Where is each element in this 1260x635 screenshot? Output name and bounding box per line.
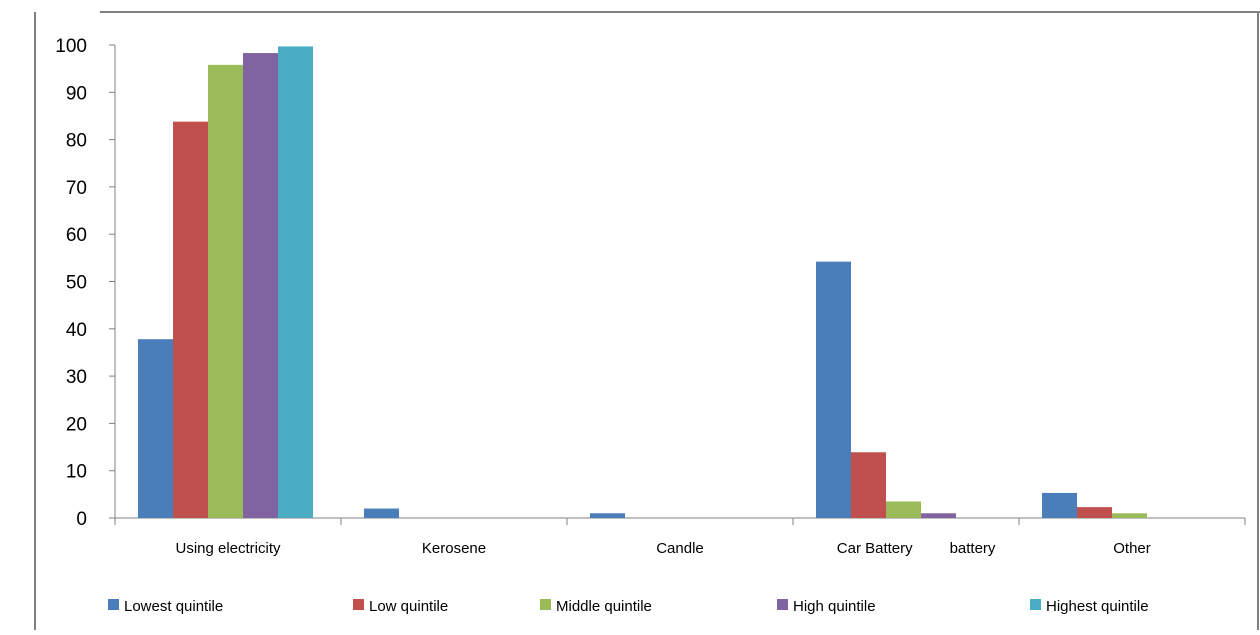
bar (816, 261, 851, 518)
y-tick-label: 50 (66, 273, 87, 294)
y-axis: 0 10 20 30 40 50 60 70 80 90 100 (55, 36, 116, 530)
y-tick-label: 60 (66, 225, 87, 246)
y-tick-label: 100 (55, 36, 87, 57)
x-tick-label: Using electricity (175, 540, 281, 557)
y-tick-label: 0 (76, 509, 87, 530)
bar (886, 501, 921, 518)
x-tick-label: Car Battery (837, 540, 913, 557)
bars (138, 46, 1147, 518)
legend-swatch (108, 599, 119, 610)
x-axis: Using electricity Kerosene Candle Car Batte… (114, 517, 1246, 557)
bar (590, 513, 625, 518)
y-tick-label: 10 (66, 462, 87, 483)
legend-label: High quintile (793, 598, 876, 615)
bar (208, 64, 243, 518)
y-tick-label: 90 (66, 83, 87, 104)
legend-label: Lowest quintile (124, 598, 223, 615)
y-tick-label: 70 (66, 178, 87, 199)
bar (1112, 513, 1147, 518)
bar (1077, 507, 1112, 518)
y-tick-label: 30 (66, 367, 87, 388)
bar (243, 53, 278, 518)
bar (364, 508, 399, 518)
y-tick-label: 80 (66, 131, 87, 152)
bar (921, 513, 956, 518)
bar (138, 339, 173, 518)
bar (851, 452, 886, 518)
y-tick-label: 20 (66, 414, 87, 435)
legend-swatch (540, 599, 551, 610)
x-tick-label: Kerosene (422, 540, 486, 557)
legend-label: Low quintile (369, 598, 448, 615)
legend-label: Highest quintile (1046, 598, 1149, 615)
bar (1042, 492, 1077, 518)
legend-swatch (1030, 599, 1041, 610)
legend-swatch (353, 599, 364, 610)
x-tick-label: Other (1113, 540, 1151, 557)
bar (173, 121, 208, 518)
legend: Lowest quintile Low quintile Middle quinti… (108, 598, 1149, 615)
bar (278, 46, 313, 518)
legend-label: Middle quintile (556, 598, 652, 615)
y-tick-label: 40 (66, 320, 87, 341)
x-tick-label: battery (950, 540, 996, 557)
legend-swatch (777, 599, 788, 610)
x-tick-label: Candle (656, 540, 704, 557)
